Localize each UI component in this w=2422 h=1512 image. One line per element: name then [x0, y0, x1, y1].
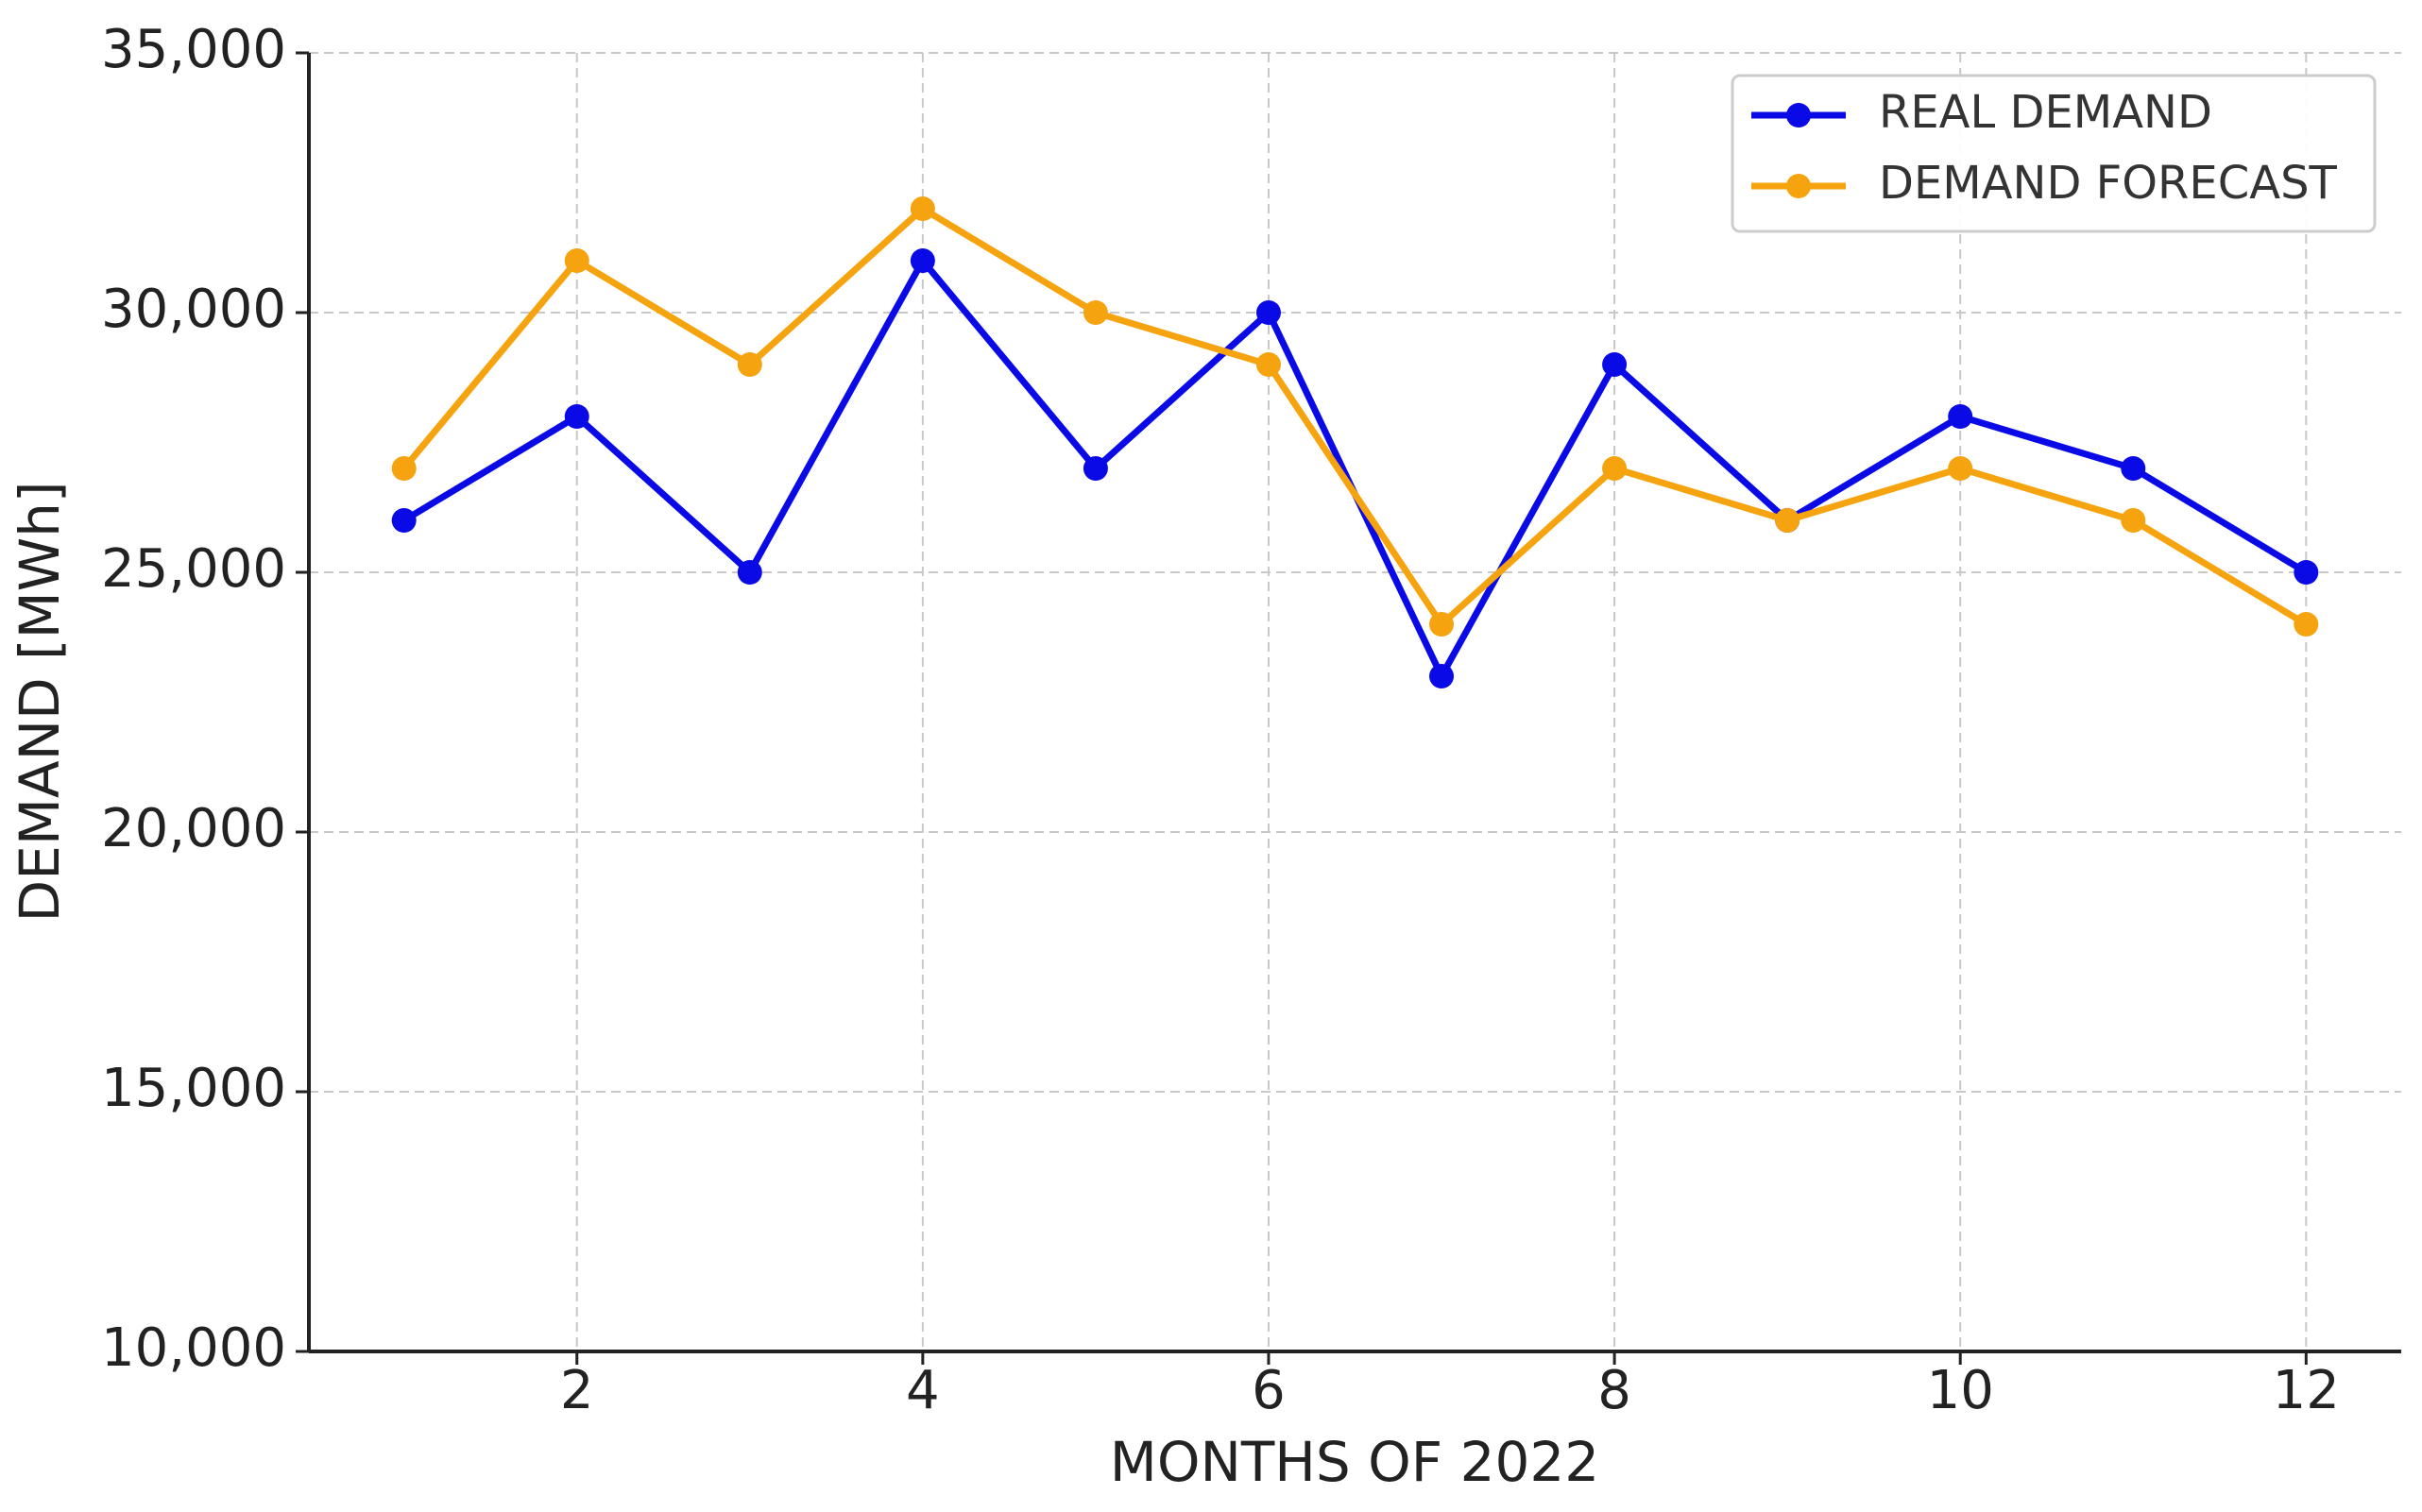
data-point: [1775, 508, 1800, 533]
data-point: [1948, 456, 1973, 481]
x-tick-label: 12: [2273, 1360, 2340, 1421]
legend-marker: [1786, 103, 1811, 127]
data-point: [910, 248, 935, 273]
data-point: [1255, 352, 1281, 377]
data-point: [1429, 664, 1455, 688]
data-point: [2121, 508, 2146, 533]
x-tick-label: 8: [1597, 1360, 1631, 1421]
data-point: [2294, 612, 2319, 637]
data-point: [737, 352, 762, 377]
data-point: [737, 560, 762, 585]
data-point: [564, 248, 589, 273]
series-line: [401, 205, 2309, 628]
data-point: [2294, 560, 2319, 585]
x-tick-label: 4: [906, 1360, 940, 1421]
y-tick-label: 25,000: [101, 538, 286, 600]
x-tick-label: 6: [1252, 1360, 1286, 1421]
y-tick-label: 15,000: [101, 1058, 286, 1119]
y-tick-label: 20,000: [101, 798, 286, 859]
series-line: [401, 257, 2309, 680]
data-point: [391, 456, 417, 481]
y-tick-label: 10,000: [101, 1317, 286, 1379]
x-tick-label: 10: [1927, 1360, 1994, 1421]
data-point: [910, 196, 935, 221]
x-axis-label: MONTHS OF 2022: [1110, 1430, 1599, 1494]
legend-box: [1731, 74, 2377, 233]
legend-label: REAL DEMAND: [1879, 86, 2212, 139]
data-point: [1602, 456, 1628, 481]
data-point: [1429, 612, 1455, 637]
data-point: [1948, 404, 1973, 429]
data-point: [1083, 456, 1108, 481]
x-tick-label: 2: [560, 1360, 594, 1421]
legend-marker: [1786, 174, 1811, 198]
data-point: [564, 404, 589, 429]
legend-label: DEMAND FORECAST: [1879, 157, 2338, 210]
y-axis-label: DEMAND [MWh]: [8, 482, 72, 923]
y-tick-label: 35,000: [101, 19, 286, 80]
data-point: [1083, 300, 1108, 325]
data-point: [1602, 352, 1628, 377]
y-tick-label: 30,000: [101, 279, 286, 340]
data-point: [2121, 456, 2146, 481]
data-point: [391, 508, 417, 533]
data-point: [1255, 300, 1281, 325]
